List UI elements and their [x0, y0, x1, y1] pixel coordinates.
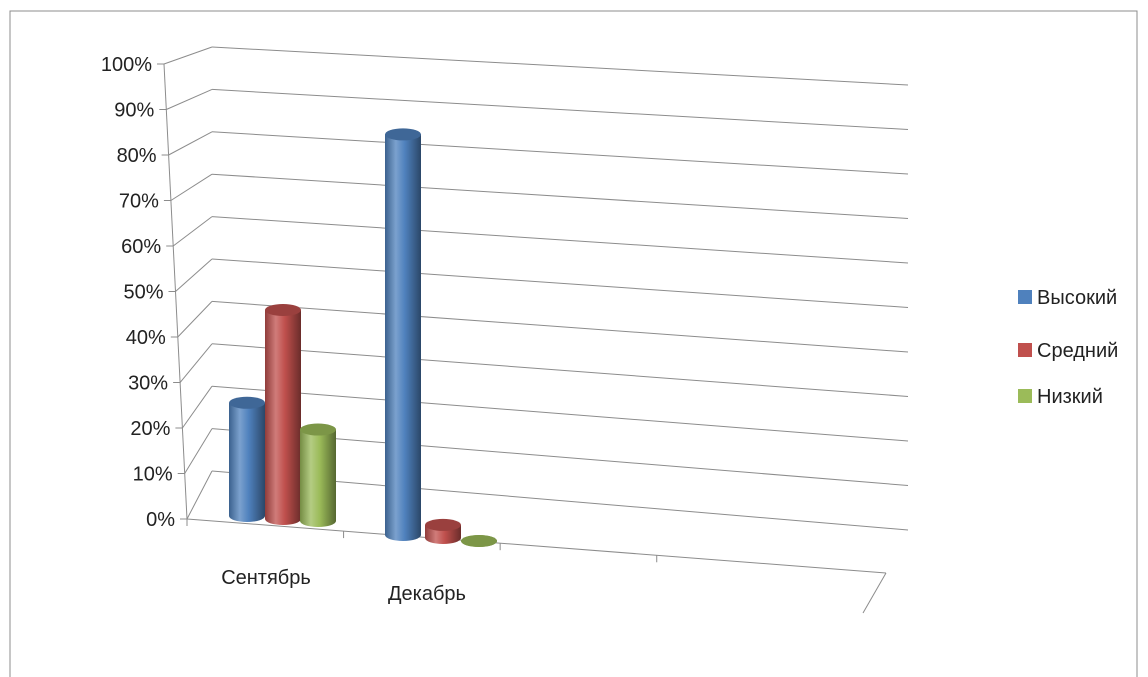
- legend-label: Низкий: [1037, 386, 1103, 408]
- legend-label: Высокий: [1037, 287, 1117, 309]
- legend-item: Высокий: [1018, 287, 1117, 309]
- gridline-side: [163, 46, 213, 65]
- gridline: [211, 131, 909, 175]
- y-tick-label: 100%: [101, 54, 152, 76]
- y-tick-label: 70%: [119, 191, 159, 213]
- legend: Высокий Средний Низкий: [1018, 287, 1118, 408]
- bar: [461, 535, 497, 547]
- y-tick-label: 40%: [126, 327, 166, 349]
- bar: [300, 423, 336, 527]
- y-tick-label: 0%: [146, 509, 175, 531]
- y-tick-label: 90%: [114, 100, 154, 122]
- gridline: [211, 216, 909, 264]
- bar-body: [229, 402, 265, 522]
- gridline-side: [172, 216, 213, 247]
- gridline-side: [184, 428, 213, 474]
- bar-top: [385, 128, 421, 141]
- gridline: [211, 300, 909, 353]
- bar-top: [300, 423, 336, 436]
- legend-swatch: [1018, 343, 1032, 357]
- x-axis-line: [186, 518, 887, 574]
- legend-swatch: [1018, 389, 1032, 403]
- gridline: [211, 385, 909, 442]
- x-axis-tick-labels: Сентябрь Декабрь: [221, 567, 466, 605]
- y-tick-label: 10%: [133, 464, 173, 486]
- bars: [229, 128, 497, 547]
- y-tick-label: 60%: [121, 236, 161, 258]
- gridlines: [163, 46, 909, 531]
- gridline-side: [179, 343, 213, 383]
- bar-top: [425, 518, 461, 531]
- bar: [385, 128, 421, 542]
- gridline: [211, 343, 909, 397]
- y-tick-label: 20%: [130, 418, 170, 440]
- gridline-side: [168, 131, 213, 156]
- y-tick-label: 80%: [117, 145, 157, 167]
- gridline: [211, 258, 909, 308]
- legend-label: Средний: [1037, 340, 1118, 362]
- bar-top: [461, 535, 497, 547]
- gridline: [211, 88, 909, 130]
- y-tick-label: 50%: [123, 282, 163, 304]
- axes: [157, 63, 887, 614]
- gridline-side: [170, 173, 213, 201]
- bar: [425, 518, 461, 544]
- gridline: [211, 46, 909, 86]
- bar-body: [265, 309, 301, 525]
- gridline-side: [175, 258, 213, 292]
- chart-border: [9, 10, 1138, 677]
- bar-top: [229, 396, 265, 409]
- x-tick-label: Сентябрь: [221, 567, 311, 589]
- bar-body: [385, 134, 421, 542]
- legend-item: Средний: [1018, 340, 1118, 362]
- gridline-side: [181, 385, 213, 429]
- bar-body: [300, 429, 336, 527]
- bar-top: [265, 303, 301, 316]
- gridline-side: [177, 301, 213, 338]
- bar: [265, 303, 301, 525]
- gridline-side: [166, 88, 213, 110]
- gridline-side: [186, 470, 213, 520]
- legend-item: Низкий: [1018, 386, 1103, 408]
- y-axis-tick-labels: 0% 10% 20% 30% 40% 50% 60% 70% 80% 90% 100%: [101, 54, 175, 531]
- x-tick-label: Декабрь: [388, 583, 466, 605]
- gridline: [211, 173, 909, 219]
- floor-edge: [862, 572, 887, 614]
- legend-swatch: [1018, 290, 1032, 304]
- y-tick-label: 30%: [128, 373, 168, 395]
- y-axis-line: [163, 63, 188, 520]
- bar: [229, 396, 265, 522]
